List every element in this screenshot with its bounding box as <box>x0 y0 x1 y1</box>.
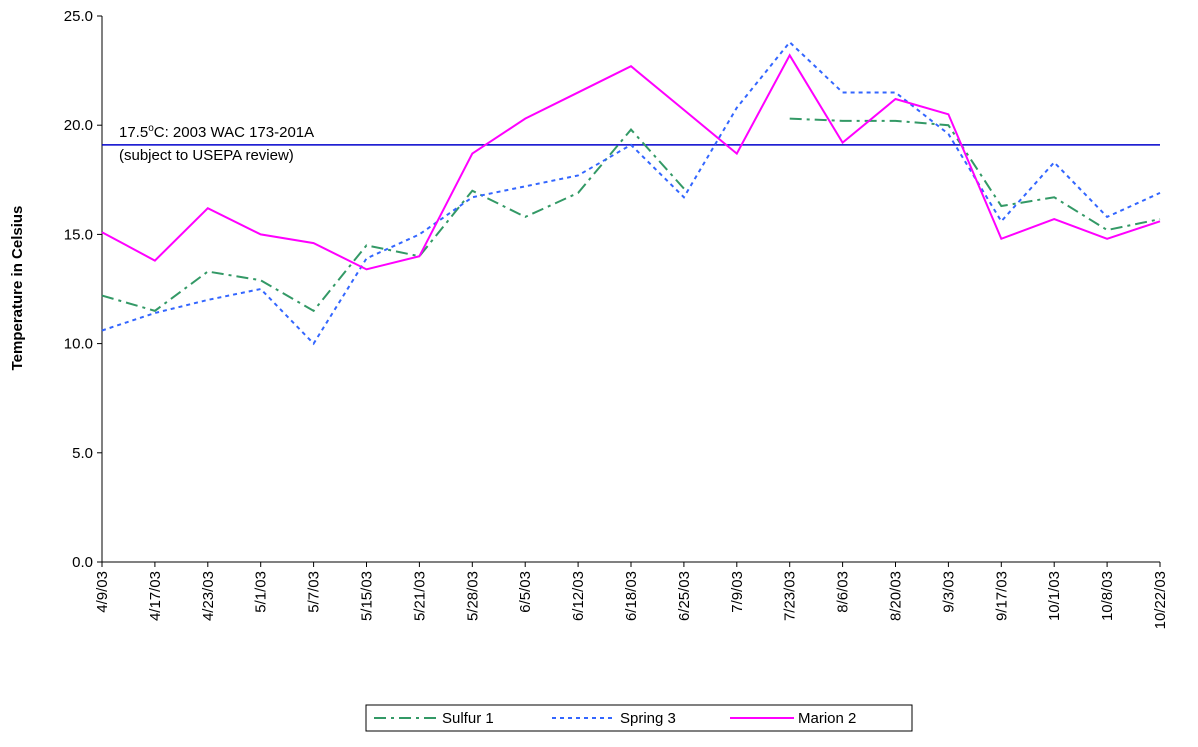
series-line <box>101 53 1161 271</box>
series-line <box>101 40 1161 346</box>
x-tick-label: 6/5/03 <box>517 571 534 613</box>
x-tick-label: 8/6/03 <box>835 571 852 613</box>
legend-label: Sulfur 1 <box>442 710 494 727</box>
x-tick-label: 10/22/03 <box>1152 571 1169 629</box>
y-axis-label: Temperature in Celsius <box>9 206 26 371</box>
x-tick-label: 10/1/03 <box>1046 571 1063 621</box>
x-tick-label: 5/15/03 <box>359 571 376 621</box>
legend-label: Spring 3 <box>620 710 676 727</box>
reference-label-part: C: 2003 WAC 173-201A <box>154 124 314 141</box>
x-tick-label: 10/8/03 <box>1099 571 1116 621</box>
y-tick-label: 10.0 <box>64 336 93 353</box>
x-tick-label: 7/9/03 <box>729 571 746 613</box>
reference-label-part: 17.5 <box>119 124 148 141</box>
x-tick-label: 5/28/03 <box>464 571 481 621</box>
x-tick-label: 4/23/03 <box>200 571 217 621</box>
x-tick-label: 4/17/03 <box>147 571 164 621</box>
x-tick-label: 4/9/03 <box>94 571 111 613</box>
y-tick-label: 15.0 <box>64 226 93 243</box>
legend-label: Marion 2 <box>798 710 856 727</box>
x-tick-label: 8/20/03 <box>888 571 905 621</box>
legend-box <box>365 704 913 732</box>
x-tick-label: 6/25/03 <box>676 571 693 621</box>
reference-label: 17.5oC: 2003 WAC 173-201A <box>119 123 314 141</box>
x-tick-label: 6/12/03 <box>570 571 587 621</box>
x-tick-label: 5/7/03 <box>306 571 323 613</box>
reference-label-line2: (subject to USEPA review) <box>119 147 294 164</box>
x-tick-label: 5/21/03 <box>411 571 428 621</box>
x-tick-label: 7/23/03 <box>782 571 799 621</box>
x-tick-label: 9/17/03 <box>993 571 1010 621</box>
reference-label-part: o <box>148 123 154 134</box>
y-tick-label: 20.0 <box>64 117 93 134</box>
y-tick-label: 25.0 <box>64 8 93 25</box>
series-line <box>101 117 1161 313</box>
y-tick-label: 5.0 <box>72 445 93 462</box>
y-tick-label: 0.0 <box>72 554 93 571</box>
x-tick-label: 6/18/03 <box>623 571 640 621</box>
x-tick-label: 9/3/03 <box>940 571 957 613</box>
x-tick-label: 5/1/03 <box>253 571 270 613</box>
